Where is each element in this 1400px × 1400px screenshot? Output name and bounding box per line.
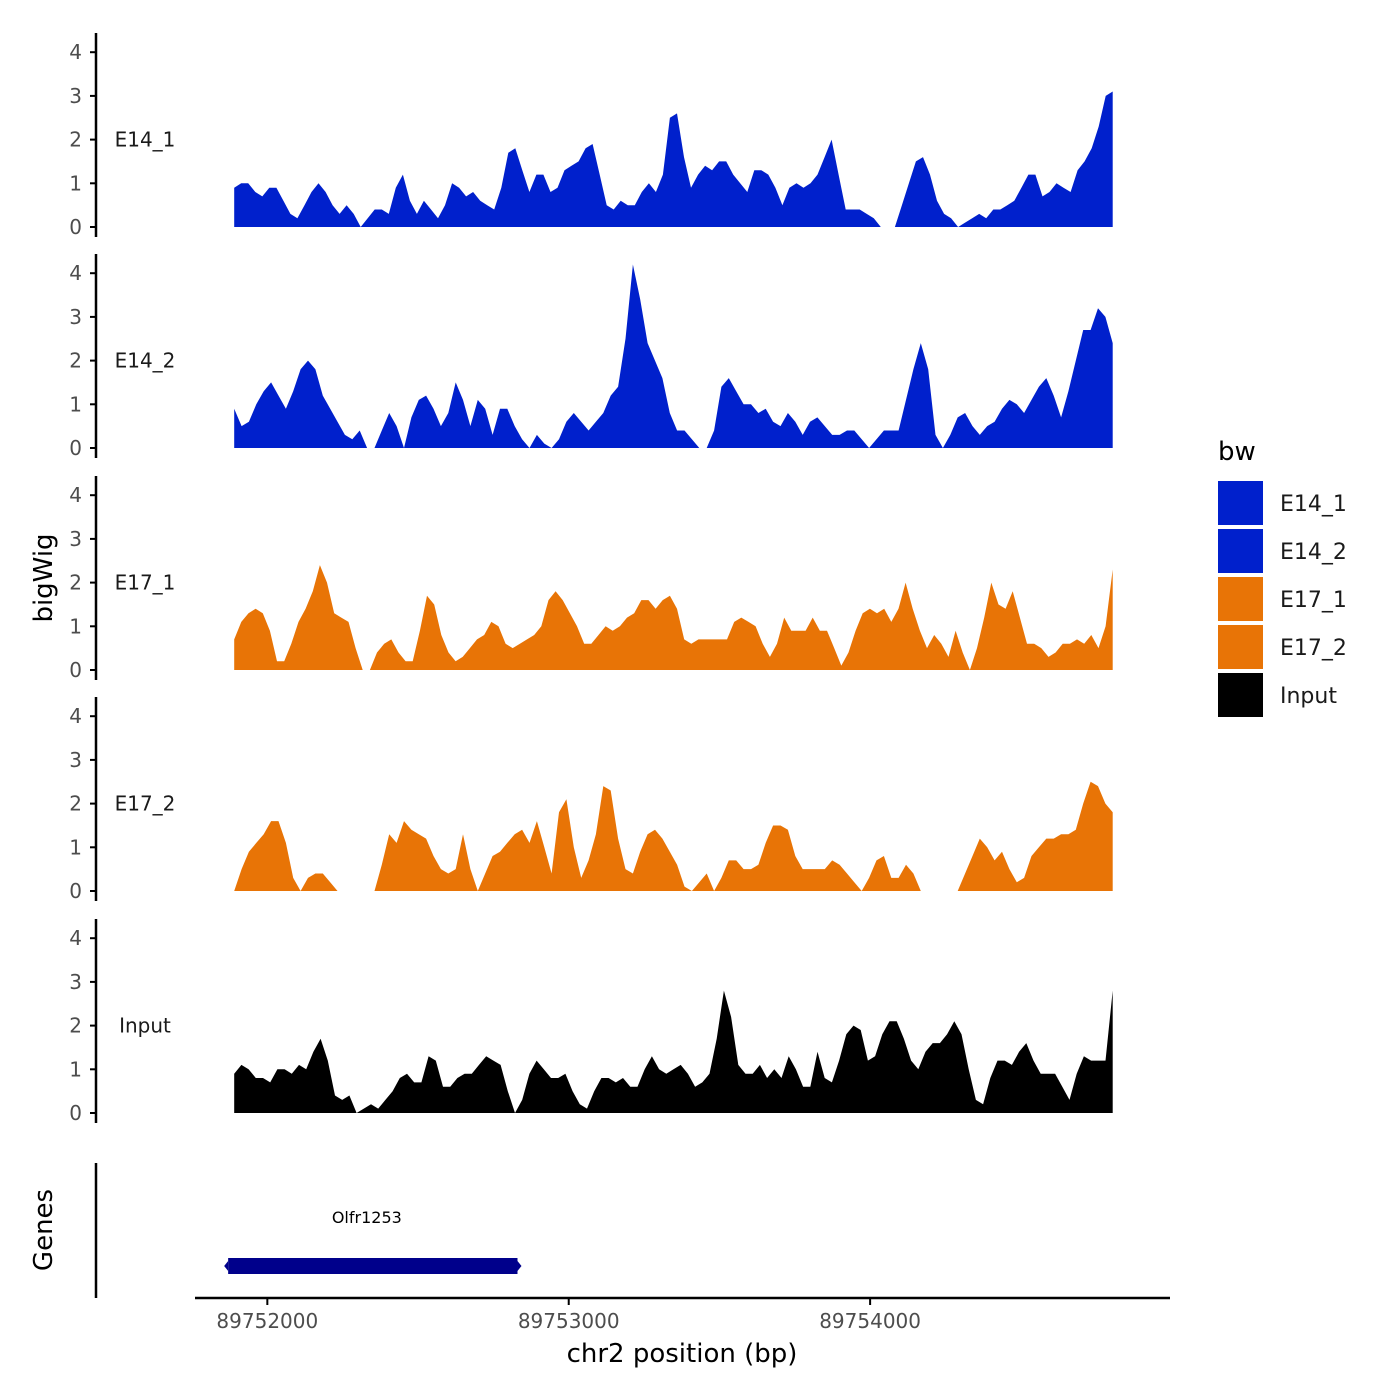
y-tick-label: 2 [69,571,82,595]
y-tick-label: 1 [69,614,82,638]
series-area-e17-1 [234,565,1113,670]
y-tick-label: 3 [69,748,82,772]
y-tick-label: 1 [69,392,82,416]
x-tick-label: 89754000 [819,1309,921,1333]
track-e17-1: 0 1 2 3 4 E17_1 [69,476,1113,682]
track-label: E14_2 [115,349,176,373]
y-tick-label: 0 [69,879,82,903]
track-e14-2: 0 1 2 3 4 E14_2 [69,254,1113,460]
signal-tracks: 0 1 2 3 4 E14_1 0 1 2 3 4 E14_2 0 1 2 3 4 E17_1 0 1 2 3 4 E17_2… [69,33,1113,1125]
legend-title: bw [1218,437,1256,467]
y-tick-label: 0 [69,436,82,460]
track-e17-2: 0 1 2 3 4 E17_2 [69,697,1113,903]
x-axis-title: chr2 position (bp) [567,1339,798,1369]
y-tick-label: 3 [69,527,82,551]
gene-label: Olfr1253 [332,1208,402,1227]
track-label: E17_1 [115,571,176,595]
y-tick-label: 0 [69,658,82,682]
y-tick-label: 1 [69,1057,82,1081]
legend-label: E17_1 [1280,588,1347,613]
y-tick-label: 3 [69,84,82,108]
legend-swatch [1218,577,1263,621]
y-tick-label: 0 [69,215,82,239]
legend-label: E14_2 [1280,540,1347,565]
legend-label: Input [1280,684,1337,709]
legend: bw E14_1 E14_2 E17_1 E17_2 Input [1218,437,1347,717]
series-area-e17-2 [234,781,1113,891]
y-tick-label: 4 [69,40,82,64]
track-label: E14_1 [115,128,176,152]
y-tick-label: 4 [69,483,82,507]
gene-arrow-left [224,1261,229,1271]
y-axis-title: bigWig [29,533,59,622]
series-area-e14-1 [234,91,1113,227]
y-tick-label: 1 [69,171,82,195]
y-tick-label: 2 [69,792,82,816]
y-tick-label: 4 [69,261,82,285]
x-tick-label: 89752000 [216,1309,318,1333]
gene-arrow-right [517,1261,522,1271]
track-input: 0 1 2 3 4 Input [69,919,1113,1125]
x-axis: 89752000 89753000 89754000 chr2 position (… [195,1296,1170,1369]
legend-label: E14_1 [1280,492,1347,517]
gene-features: Olfr1253 [224,1208,522,1274]
legend-swatch [1218,673,1263,717]
track-e14-1: 0 1 2 3 4 E14_1 [69,33,1113,239]
y-tick-label: 0 [69,1101,82,1125]
gene-body [228,1258,518,1274]
y-tick-label: 2 [69,1014,82,1038]
x-tick-label: 89753000 [518,1309,620,1333]
x-ticks: 89752000 89753000 89754000 [216,1298,921,1333]
legend-swatch [1218,529,1263,573]
y-tick-label: 3 [69,970,82,994]
y-tick-label: 4 [69,926,82,950]
legend-swatch [1218,625,1263,669]
track-label: Input [119,1014,171,1038]
y-tick-label: 2 [69,349,82,373]
legend-items: E14_1 E14_2 E17_1 E17_2 Input [1218,481,1347,717]
genes-track: Genes Olfr1253 [29,1163,522,1298]
y-tick-label: 2 [69,128,82,152]
y-tick-label: 4 [69,704,82,728]
track-label: E17_2 [115,792,176,816]
legend-swatch [1218,481,1263,525]
series-area-e14-2 [234,264,1113,448]
legend-label: E17_2 [1280,636,1347,661]
y-tick-label: 3 [69,305,82,329]
y-tick-label: 1 [69,835,82,859]
series-area-input [234,990,1113,1113]
genes-track-title: Genes [29,1189,59,1271]
